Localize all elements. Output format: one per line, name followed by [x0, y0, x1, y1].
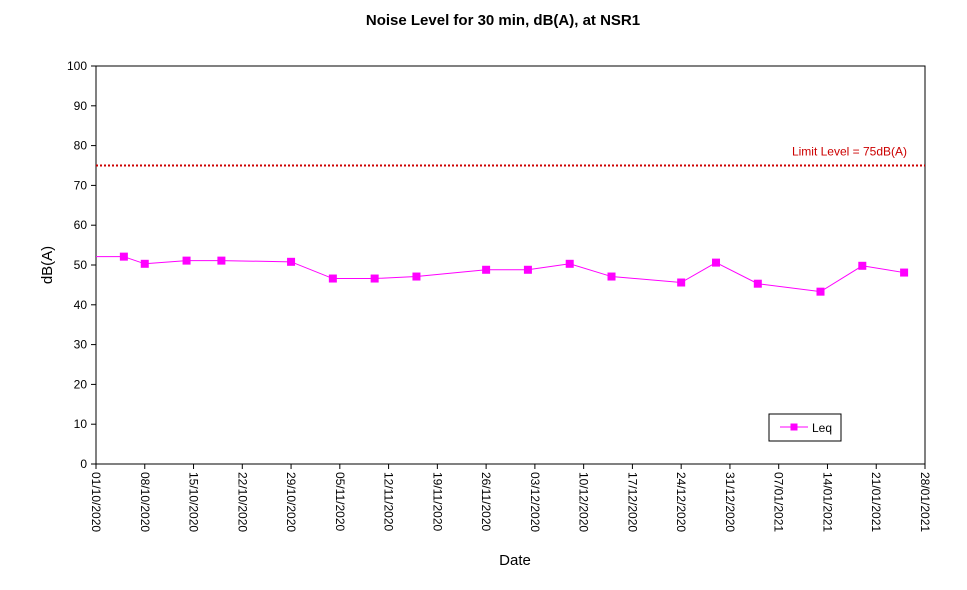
x-tick-label: 31/12/2020 — [723, 472, 737, 532]
data-point-leq — [217, 256, 226, 265]
data-point-leq — [565, 259, 574, 268]
x-tick-label: 19/11/2020 — [430, 472, 444, 531]
limit-line-label: Limit Level = 75dB(A) — [792, 145, 907, 159]
plot-frame — [95, 65, 926, 465]
plot-area — [95, 65, 926, 465]
data-point-leq — [287, 257, 296, 266]
data-point-leq — [816, 287, 825, 296]
y-tick-label: 80 — [74, 139, 88, 153]
x-tick-label: 12/11/2020 — [382, 472, 396, 531]
y-tick-label: 0 — [80, 457, 87, 471]
chart-title: Noise Level for 30 min, dB(A), at NSR1 — [365, 12, 641, 29]
data-point-leq — [712, 258, 721, 267]
y-tick-label: 100 — [67, 59, 87, 73]
series-group — [96, 252, 909, 296]
data-point-leq — [119, 252, 128, 261]
x-tick-label: 10/12/2020 — [577, 472, 591, 532]
y-tick-label: 90 — [74, 99, 88, 113]
x-tick-label: 15/10/2020 — [187, 472, 201, 532]
y-axis-title: dB(A) — [39, 246, 56, 284]
data-point-leq — [370, 274, 379, 283]
legend-label: Leq — [812, 421, 832, 435]
x-tick-label: 05/11/2020 — [333, 472, 347, 531]
x-tick-label: 24/12/2020 — [674, 472, 688, 532]
legend: Leq — [768, 413, 842, 442]
data-point-leq — [858, 261, 867, 270]
x-tick-label: 14/01/2021 — [820, 472, 834, 532]
x-tick-label: 17/12/2020 — [625, 472, 639, 532]
y-tick-label: 10 — [74, 417, 88, 431]
x-tick-label: 01/10/2020 — [89, 472, 103, 532]
x-tick-label: 03/12/2020 — [528, 472, 542, 532]
x-tick-label: 26/11/2020 — [479, 472, 493, 531]
limit-line-group: Limit Level = 75dB(A) — [96, 145, 925, 167]
data-point-leq — [753, 279, 762, 288]
y-tick-label: 50 — [74, 258, 88, 272]
y-tick-label: 30 — [74, 338, 88, 352]
data-point-leq — [482, 265, 491, 274]
x-tick-label: 22/10/2020 — [235, 472, 249, 532]
y-tick-label: 70 — [74, 178, 88, 192]
x-tick-label: 08/10/2020 — [138, 472, 152, 532]
data-point-leq — [182, 256, 191, 265]
x-tick-label: 28/01/2021 — [918, 472, 932, 532]
legend-marker — [790, 423, 798, 431]
x-tick-label: 07/01/2021 — [772, 472, 786, 532]
data-point-leq — [140, 259, 149, 268]
y-tick-label: 40 — [74, 298, 88, 312]
data-point-leq — [607, 272, 616, 281]
y-tick-label: 20 — [74, 377, 88, 391]
data-point-leq — [412, 272, 421, 281]
x-axis-title: Date — [499, 552, 531, 569]
axis-titles: Date dB(A) — [39, 246, 531, 569]
y-tick-label: 60 — [74, 218, 88, 232]
x-tick-label: 29/10/2020 — [284, 472, 298, 532]
y-axis: 0 10 20 30 40 50 60 70 80 90 100 — [67, 59, 96, 471]
x-axis: 01/10/2020 08/10/2020 15/10/2020 22/10/2020… — [89, 464, 932, 532]
data-point-leq — [677, 278, 686, 287]
data-point-leq — [900, 268, 909, 277]
data-point-leq — [523, 265, 532, 274]
x-tick-label: 21/01/2021 — [869, 472, 883, 532]
data-point-leq — [328, 274, 337, 283]
